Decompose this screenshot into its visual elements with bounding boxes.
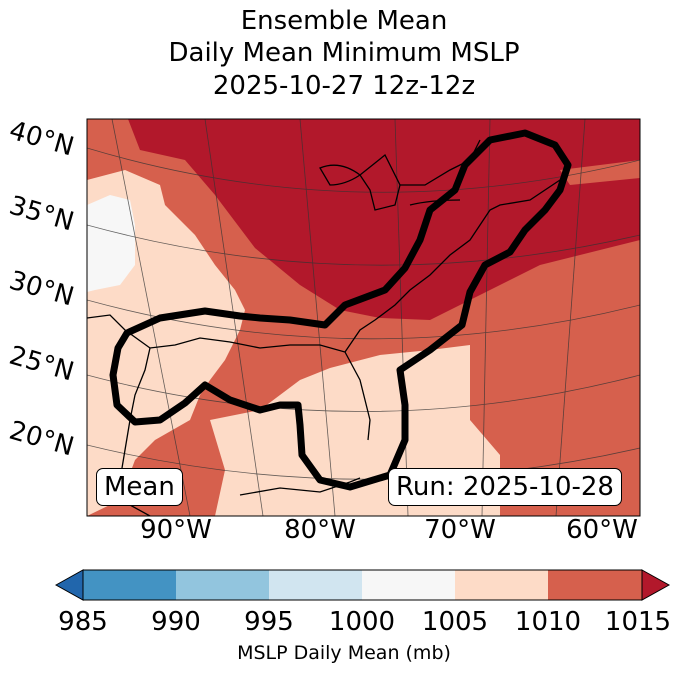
title-line-2: Daily Mean Minimum MSLP <box>168 38 520 68</box>
colorbar-1005-1010 <box>455 570 548 600</box>
lon-label-90w: 90°W <box>140 515 212 545</box>
colorbar-under-arrow <box>54 569 84 601</box>
map-frame <box>86 118 641 517</box>
colorbar-tick-1015: 1015 <box>604 607 672 637</box>
colorbar-label: MSLP Daily Mean (mb) <box>237 642 451 664</box>
lon-label-60w: 60°W <box>566 515 638 545</box>
run-date-box: Run: 2025-10-28 <box>388 468 622 506</box>
graticule <box>87 119 640 516</box>
colorbar-tick-995: 995 <box>244 607 294 637</box>
title-line-1: Ensemble Mean <box>240 6 448 36</box>
colorbar-1010-1015 <box>548 570 642 600</box>
lon-label-80w: 80°W <box>284 515 356 545</box>
title-line-3: 2025-10-27 12z-12z <box>212 71 476 101</box>
field-1010 <box>87 119 640 516</box>
colorbar-tick-990: 990 <box>151 607 201 637</box>
lon-label-70w: 70°W <box>424 515 496 545</box>
field-1000 <box>87 195 135 292</box>
colorbar-985-990 <box>83 570 176 600</box>
mean-label-box: Mean <box>96 468 183 506</box>
colorbar-tick-1000: 1000 <box>328 607 396 637</box>
colorbar-995-1000 <box>269 570 362 600</box>
colorbar-over-arrow <box>641 569 671 601</box>
colorbar-tick-1010: 1010 <box>514 607 582 637</box>
risk-outline <box>109 129 572 491</box>
colorbar-tick-985: 985 <box>58 607 108 637</box>
colorbar-tick-1005: 1005 <box>421 607 489 637</box>
colorbar-990-995 <box>176 570 269 600</box>
colorbar-1000-1005 <box>362 570 455 600</box>
